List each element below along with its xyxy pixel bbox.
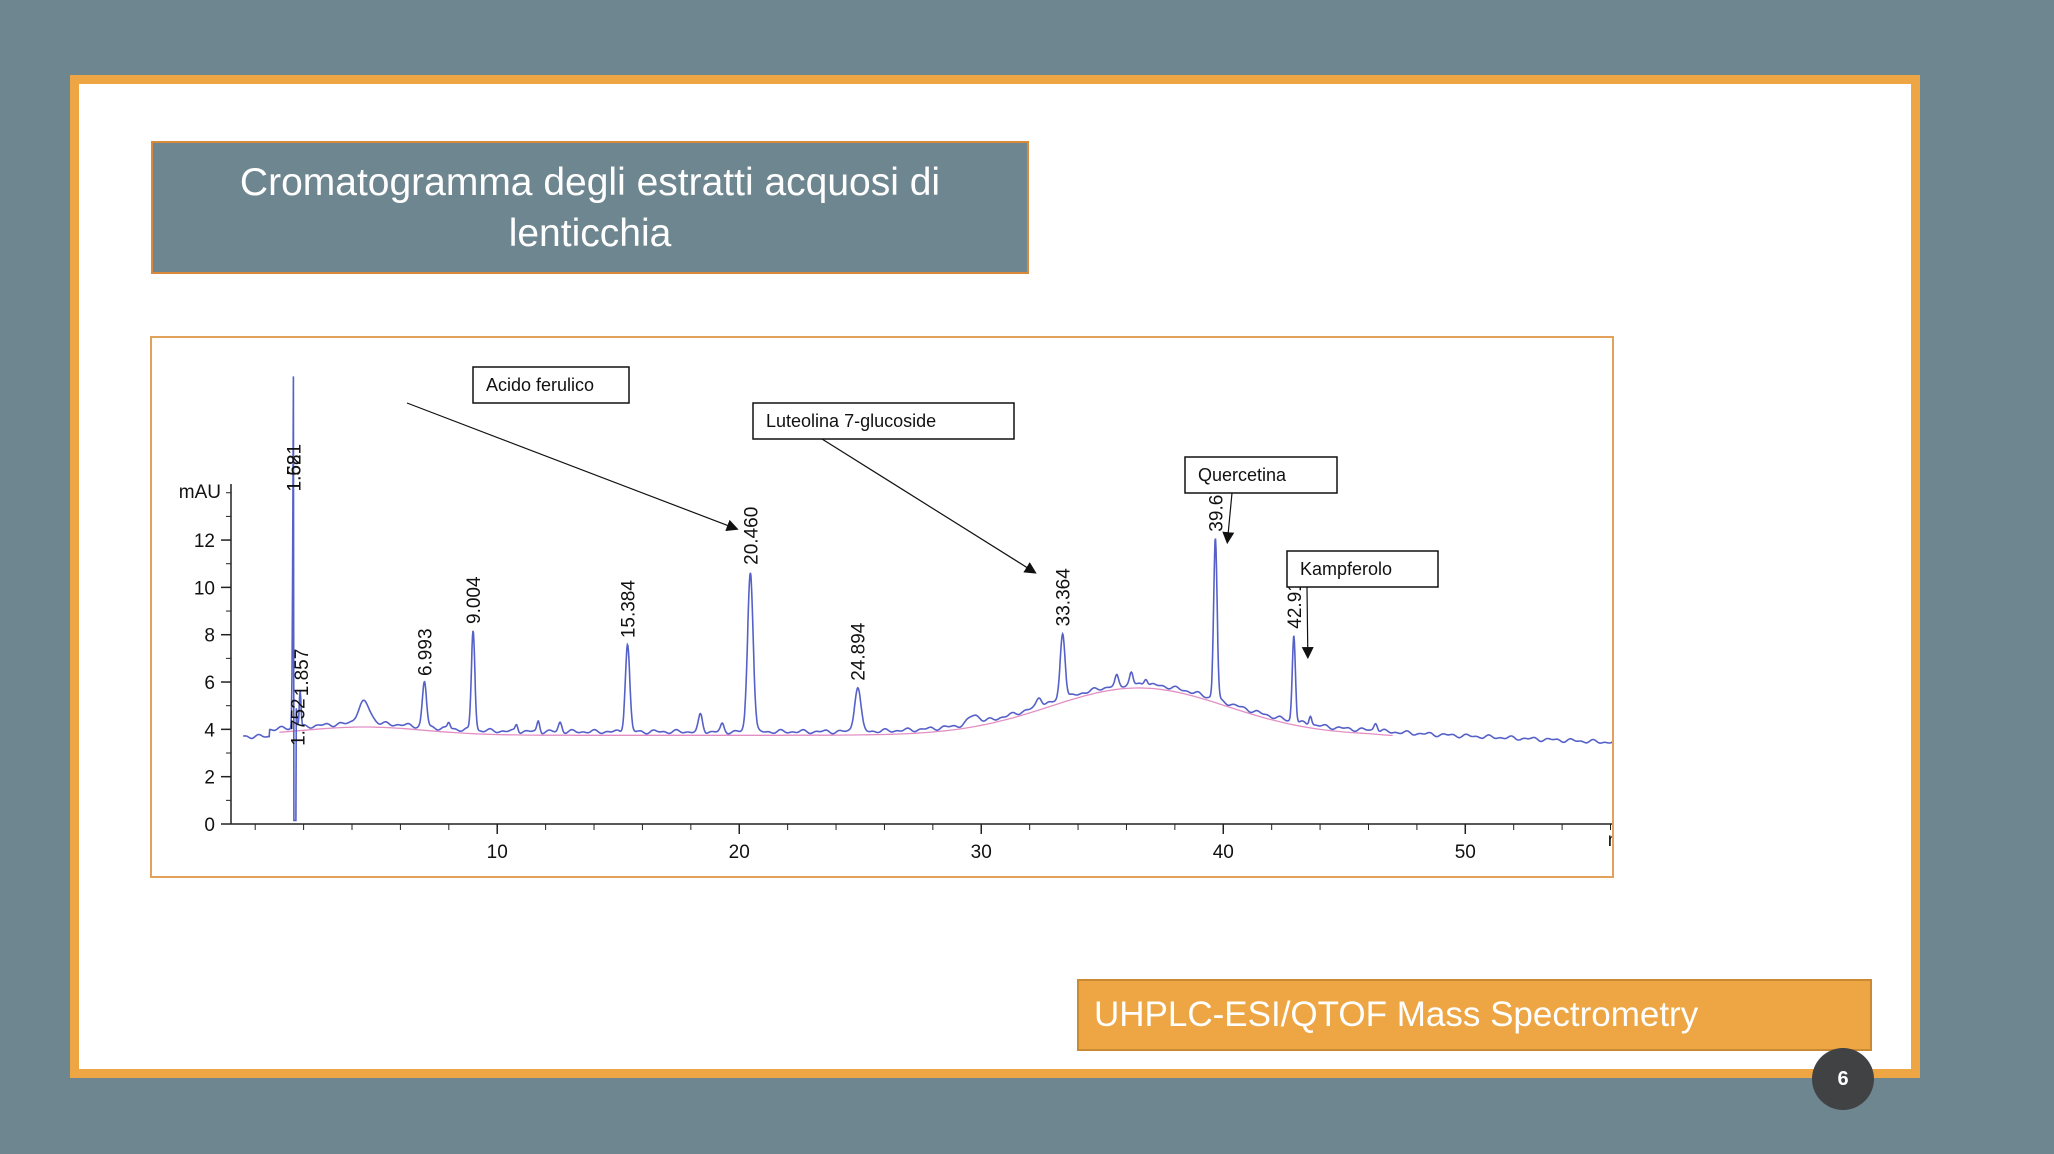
x-tick-label: 50 (1455, 842, 1476, 863)
y-tick-label: 6 (204, 673, 215, 694)
peak-label: 1.62 (284, 454, 305, 491)
chromatogram-chart: 0246810121020304050mAUmin1.5811.621.7521… (150, 336, 1614, 878)
peak-label: 1.581 (284, 444, 305, 492)
peak-label: 6.993 (415, 628, 436, 676)
x-tick-label: 30 (971, 842, 992, 863)
x-tick-label: 40 (1213, 842, 1234, 863)
chromatogram-trace (242, 376, 1612, 822)
x-tick-label: 10 (487, 842, 508, 863)
annotation-box (752, 402, 1015, 440)
peak-label: 33.364 (1054, 568, 1075, 627)
annotation-label: Kampferolo (1300, 559, 1392, 579)
annotation-label: Quercetina (1198, 465, 1287, 485)
annotation-arrow (1301, 586, 1314, 660)
page-number: 6 (1837, 1068, 1849, 1090)
slide-title-box: Cromatogramma degli estratti acquosi di … (151, 141, 1029, 274)
slide-title: Cromatogramma degli estratti acquosi di … (239, 160, 941, 255)
peak-label: 9.004 (464, 576, 485, 624)
peak-label: 1.857 (292, 649, 313, 697)
annotation-box (1286, 550, 1439, 588)
y-tick-label: 8 (204, 626, 215, 647)
annotation-arrow (821, 438, 1037, 574)
footer-label: UHPLC-ESI/QTOF Mass Spectrometry (1094, 995, 1699, 1034)
chromatogram-svg: 0246810121020304050mAUmin1.5811.621.7521… (179, 366, 1612, 863)
peak-label: 20.460 (741, 507, 762, 565)
peak-label: 1.752 (289, 698, 310, 746)
annotation-label: Acido ferulico (486, 375, 594, 395)
y-tick-label: 4 (204, 720, 215, 741)
page-number-badge: 6 (1812, 1048, 1874, 1110)
x-tick-label: 20 (729, 842, 750, 863)
footer-box: UHPLC-ESI/QTOF Mass Spectrometry (1077, 979, 1872, 1051)
annotation-label: Luteolina 7-glucoside (766, 411, 936, 431)
annotation-arrow (1222, 492, 1235, 545)
annotation-box (1184, 456, 1338, 494)
peak-label: 24.894 (849, 622, 870, 681)
y-tick-label: 2 (204, 768, 215, 789)
x-axis-label: min (1608, 830, 1612, 851)
annotation-arrow (406, 402, 739, 531)
y-tick-label: 10 (194, 578, 215, 599)
y-tick-label: 12 (194, 531, 215, 552)
y-tick-label: 0 (204, 815, 215, 836)
peak-label: 15.384 (619, 580, 640, 639)
annotation-box (472, 366, 630, 404)
y-axis-label: mAU (179, 482, 221, 503)
integration-baseline (279, 687, 1393, 737)
